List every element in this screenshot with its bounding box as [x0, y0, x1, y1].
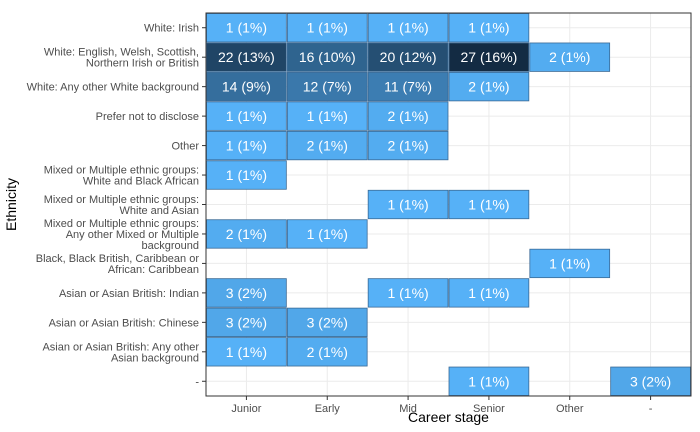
cell-value-label: 1 (1%) [468, 197, 509, 213]
cell-value-label: 1 (1%) [226, 167, 267, 183]
cell-value-label: 1 (1%) [226, 138, 267, 154]
y-tick-label: African: Caribbean [108, 264, 199, 276]
cell-value-label: 2 (1%) [226, 226, 267, 242]
x-tick-label: Other [556, 403, 584, 415]
cell-value-label: 2 (1%) [468, 79, 509, 95]
y-tick-label: Black, Black British, Caribbean or [36, 253, 200, 265]
heatmap-cell [206, 307, 287, 337]
x-tick-label: Early [315, 403, 341, 415]
cell-value-label: 2 (1%) [307, 138, 348, 154]
heatmap-cell [206, 278, 287, 308]
cell-value-label: 2 (1%) [307, 344, 348, 360]
cell-value-label: 27 (16%) [461, 49, 518, 65]
heatmap-cell [529, 248, 611, 279]
heatmap-cell [206, 160, 287, 190]
x-axis-ticks: Junior Early Mid Senior Other - [231, 396, 653, 415]
heatmap-cell [367, 72, 449, 102]
heatmap-cell [206, 130, 287, 161]
heatmap-cell [206, 101, 287, 131]
y-axis-title: Ethnicity [3, 178, 19, 231]
heatmap-cell [448, 366, 530, 396]
heatmap-cell [286, 101, 368, 131]
y-tick-label: Mixed or Multiple ethnic groups: [44, 194, 199, 206]
y-tick-label: Asian or Asian British: Any other [42, 341, 199, 353]
y-tick-label: Asian or Asian British: Chinese [49, 317, 199, 329]
cell-value-label: 12 (7%) [303, 79, 352, 95]
cell-value-label: 22 (13%) [218, 49, 275, 65]
heatmap-cell [286, 42, 368, 72]
y-tick-label: Northern Irish or British [86, 58, 199, 70]
cell-value-label: 3 (2%) [307, 314, 348, 330]
y-tick-label: White: Any other White background [27, 82, 199, 94]
cell-value-label: 1 (1%) [468, 285, 509, 301]
heatmap-cell [448, 278, 530, 308]
cell-value-label: 1 (1%) [307, 108, 348, 124]
heatmap-cell [367, 189, 449, 220]
heatmap-cell [286, 130, 368, 161]
heatmap-cell [367, 13, 449, 43]
y-tick-label: Mixed or Multiple ethnic groups: [44, 218, 199, 230]
cell-value-label: 1 (1%) [468, 373, 509, 389]
cell-value-label: 1 (1%) [226, 108, 267, 124]
heatmap-cell [286, 307, 368, 337]
heatmap-cell [367, 278, 449, 308]
x-tick-label: Mid [399, 403, 417, 415]
heatmap-cell [448, 42, 530, 72]
y-tick-label: White: English, Welsh, Scottish, [44, 47, 199, 59]
cell-value-label: 1 (1%) [226, 344, 267, 360]
x-tick-label: Senior [473, 403, 505, 415]
y-tick-label: Any other Mixed or Multiple [66, 229, 199, 241]
cell-labels: 1 (1%) 1 (1%) 1 (1%) 1 (1%) 22 (13%) 16 (10%)… [218, 20, 671, 390]
cell-value-label: 1 (1%) [387, 285, 428, 301]
cell-value-label: 3 (2%) [226, 314, 267, 330]
heatmap-cell [529, 42, 611, 72]
cell-value-label: 1 (1%) [468, 20, 509, 36]
cell-value-label: 2 (1%) [387, 138, 428, 154]
heatmap-cells [206, 13, 691, 396]
heatmap-cell [286, 72, 368, 102]
heatmap-cell [448, 189, 530, 220]
cell-value-label: 20 (12%) [380, 49, 437, 65]
y-tick-label: background [142, 240, 200, 252]
cell-value-label: 2 (1%) [387, 108, 428, 124]
x-tick-label: - [649, 403, 653, 415]
cell-value-label: 3 (2%) [226, 285, 267, 301]
cell-value-label: 1 (1%) [387, 197, 428, 213]
cell-value-label: 2 (1%) [549, 49, 590, 65]
heatmap-cell [206, 337, 287, 367]
y-tick-label: White and Black African [83, 176, 199, 188]
cell-value-label: 1 (1%) [307, 226, 348, 242]
heatmap-cell [286, 219, 368, 249]
cell-value-label: 11 (7%) [384, 79, 432, 95]
cell-value-label: 1 (1%) [307, 20, 348, 36]
heatmap-cell [367, 101, 449, 131]
heatmap-cell [206, 42, 287, 72]
heatmap-cell [206, 219, 287, 249]
cell-value-label: 1 (1%) [226, 20, 267, 36]
cell-value-label: 3 (2%) [630, 373, 671, 389]
heatmap-cell [206, 13, 287, 43]
heatmap-cell [448, 72, 530, 102]
heatmap-cell [367, 42, 449, 72]
y-tick-label: Other [171, 141, 199, 153]
cell-value-label: 16 (10%) [299, 49, 356, 65]
x-axis-title: Career stage [408, 409, 489, 425]
y-tick-label: Asian or Asian British: Indian [59, 288, 199, 300]
heatmap-cell [286, 337, 368, 367]
y-tick-label: Asian background [111, 352, 199, 364]
y-tick-label: White: Irish [144, 23, 199, 35]
y-tick-label: Prefer not to disclose [96, 111, 199, 123]
y-axis-ticks: White: Irish White: English, Welsh, Scott… [27, 23, 206, 388]
heatmap-cell [367, 130, 449, 161]
y-tick-label: White and Asian [120, 205, 200, 217]
y-tick-label: - [195, 376, 199, 388]
cell-value-label: 14 (9%) [222, 79, 271, 95]
x-tick-label: Junior [231, 403, 261, 415]
cell-value-label: 1 (1%) [387, 20, 428, 36]
y-tick-label: Mixed or Multiple ethnic groups: [44, 165, 199, 177]
cell-value-label: 1 (1%) [549, 255, 590, 271]
